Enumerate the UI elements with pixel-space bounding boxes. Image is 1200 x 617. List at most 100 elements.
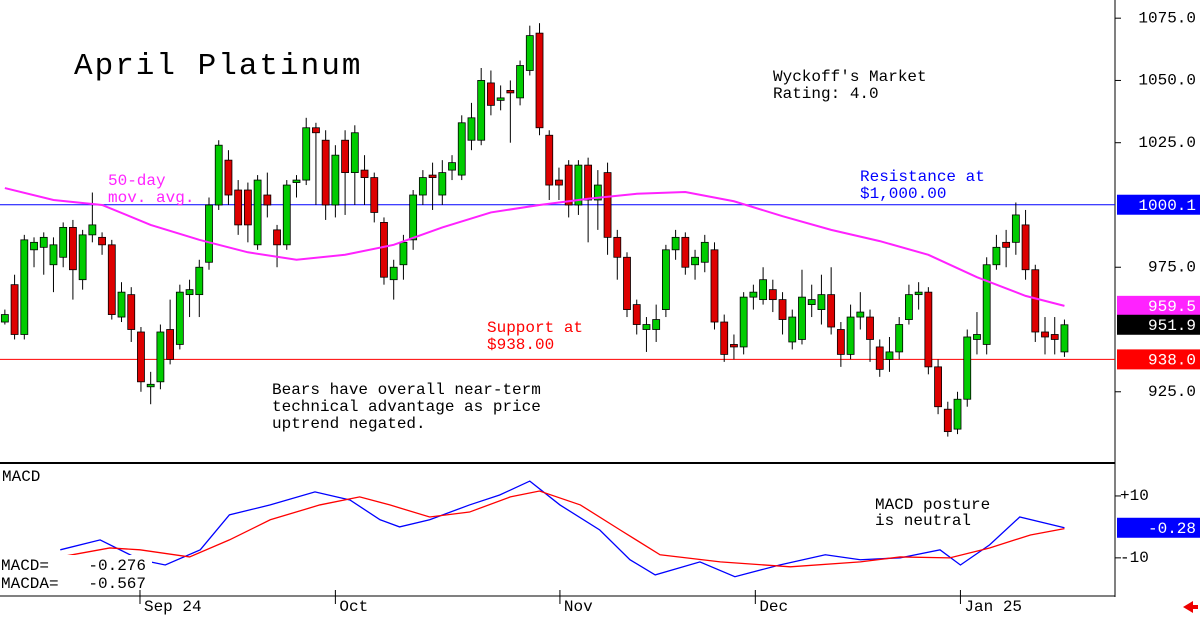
x-tick-label: Oct: [339, 598, 368, 616]
candle-body: [302, 127, 311, 181]
candle-body: [671, 236, 680, 251]
candle-body: [720, 321, 729, 355]
candle-body: [88, 224, 97, 236]
ma-label: mov. avg.: [108, 189, 194, 207]
candle-body: [380, 222, 388, 278]
candle-body: [282, 184, 291, 246]
candle-body: [846, 316, 855, 355]
candle-body: [778, 299, 787, 320]
candle-body: [603, 172, 612, 238]
candle-body: [0, 314, 9, 323]
candle-body: [836, 329, 845, 355]
candle-body: [263, 194, 272, 206]
candle-body: [117, 291, 126, 318]
candle-body: [914, 291, 923, 296]
candle-body: [418, 177, 427, 196]
candle-body: [185, 289, 194, 296]
readout-value: -0.276: [88, 557, 146, 575]
y-tick-label: -10: [1120, 549, 1149, 567]
support-box-label: 938.0: [1148, 352, 1196, 370]
candle-body: [312, 127, 320, 134]
candle-body: [350, 132, 359, 173]
comment-text: uptrend negated.: [272, 415, 426, 433]
macd-line: [60, 490, 1065, 568]
candle-body: [807, 299, 816, 305]
resistance-box-label: 1000.1: [1138, 197, 1196, 215]
support-box: [1117, 349, 1200, 370]
y-tick-label: 925.0: [1148, 383, 1196, 401]
candle-body: [992, 246, 1001, 266]
chart-title: April Platinum: [74, 49, 362, 84]
candle-body: [827, 294, 836, 328]
candle-body: [759, 279, 767, 301]
candle-body: [1041, 331, 1049, 338]
rating-text: Wyckoff's Market: [773, 68, 927, 86]
candle-body: [700, 241, 709, 263]
candle-body: [370, 177, 379, 213]
candle-body: [905, 294, 913, 320]
x-tick-label: Sep 24: [144, 598, 202, 616]
candle-body: [214, 144, 223, 206]
candle-body: [234, 189, 243, 226]
candle-body: [321, 139, 330, 206]
candle-body: [457, 122, 466, 176]
candle-body: [137, 331, 145, 383]
candle-body: [195, 266, 204, 296]
candle-body: [1002, 241, 1011, 248]
candle-body: [866, 316, 874, 340]
ma-box-label: 959.5: [1148, 298, 1196, 316]
moving-average: [4, 187, 1065, 307]
candle-body: [506, 90, 515, 94]
candle-body: [574, 164, 583, 206]
x-tick-label: Dec: [759, 598, 788, 616]
candle-body: [681, 236, 690, 268]
candle-body: [691, 256, 699, 266]
candle-body: [924, 291, 933, 368]
candle-body: [166, 329, 175, 360]
candle-body: [613, 236, 622, 258]
candle-body: [768, 289, 777, 301]
macd-comment: is neutral: [875, 512, 971, 530]
candle-body: [331, 154, 340, 206]
candle-body: [10, 284, 19, 335]
candle-body: [934, 366, 942, 408]
candle-body: [1050, 334, 1059, 340]
comment-text: Bears have overall near-term: [272, 381, 541, 399]
candle-body: [593, 184, 602, 201]
candle-body: [438, 172, 447, 196]
candle-body: [107, 244, 116, 315]
candle-body: [389, 266, 398, 281]
candle-body: [292, 179, 301, 183]
candle-body: [642, 324, 651, 330]
candle-body: [49, 244, 58, 266]
candle-body: [448, 162, 456, 171]
x-tick-label: Nov: [564, 598, 593, 616]
candle-body: [632, 304, 641, 325]
candle-body: [399, 241, 408, 266]
candle-body: [973, 334, 981, 340]
candle-body: [360, 169, 369, 178]
candle-body: [856, 311, 865, 318]
y-tick-label: 1025.0: [1138, 134, 1196, 152]
macd-comment: MACD posture: [875, 496, 990, 514]
candle-body: [30, 241, 38, 251]
candle-body: [127, 294, 136, 330]
candle-body: [564, 164, 573, 206]
candle-body: [428, 174, 437, 178]
candle-body: [273, 229, 281, 246]
resistance-text: $1,000.00: [860, 185, 946, 203]
candle-body: [516, 65, 524, 99]
candle-body: [545, 134, 554, 186]
candle-body: [739, 296, 748, 348]
candle-body: [963, 336, 972, 400]
candle-body: [477, 80, 486, 141]
candle-body: [146, 383, 155, 388]
resistance-box: [1117, 194, 1200, 215]
readout-name: MACD=: [1, 557, 49, 575]
candle-body: [555, 179, 563, 186]
support-text: Support at: [487, 319, 583, 337]
scroll-arrow: [1183, 601, 1198, 613]
candle-body: [895, 324, 904, 353]
